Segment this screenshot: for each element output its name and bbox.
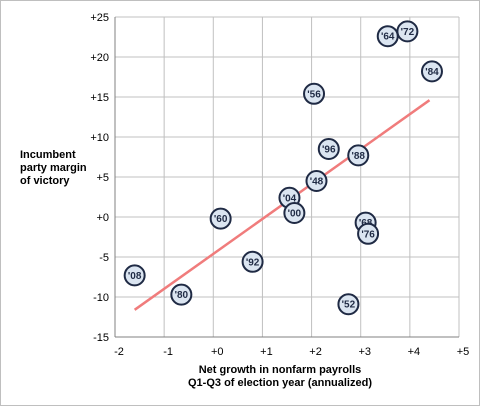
x-tick-label: +3 bbox=[358, 346, 371, 358]
y-tick-label: -10 bbox=[93, 292, 109, 304]
data-point-marker bbox=[170, 283, 193, 306]
y-tick-label: +0 bbox=[96, 212, 109, 224]
data-point-label: '52 bbox=[342, 300, 356, 311]
data-point-marker bbox=[209, 207, 232, 230]
data-point-label: '80 bbox=[175, 290, 189, 301]
y-tick-label: +10 bbox=[90, 132, 109, 144]
data-point-marker bbox=[317, 138, 340, 160]
data-point-marker bbox=[283, 202, 306, 224]
data-point-label: '00 bbox=[288, 209, 302, 220]
x-axis-label-line-2: Q1-Q3 of election year (annualized) bbox=[188, 377, 372, 389]
data-point-label: '76 bbox=[361, 229, 375, 240]
x-tick-label: +2 bbox=[309, 346, 322, 358]
x-tick-label: +4 bbox=[408, 346, 421, 358]
y-tick-label: +25 bbox=[90, 12, 109, 24]
data-point-marker bbox=[347, 144, 370, 167]
y-tick-label: +15 bbox=[90, 92, 109, 104]
y-tick-label: +20 bbox=[90, 52, 109, 64]
x-tick-label: +0 bbox=[211, 346, 224, 358]
data-point-marker bbox=[396, 20, 419, 43]
data-point-label: '64 bbox=[381, 32, 395, 43]
data-point-marker bbox=[123, 264, 146, 287]
data-point-label: '88 bbox=[351, 151, 365, 162]
data-point-marker bbox=[305, 170, 328, 192]
x-tick-label: +5 bbox=[457, 346, 470, 358]
data-point-label: '56 bbox=[307, 89, 321, 100]
y-axis-label: Incumbent party margin of victory bbox=[20, 149, 87, 187]
data-point-marker bbox=[357, 222, 380, 245]
x-tick-label: +1 bbox=[260, 346, 273, 358]
data-point-marker bbox=[420, 60, 443, 83]
data-point-label: '84 bbox=[425, 67, 439, 78]
data-point-marker bbox=[241, 250, 264, 273]
data-point-marker bbox=[337, 293, 360, 316]
data-point-label: '08 bbox=[128, 271, 142, 282]
data-point-label: '60 bbox=[214, 214, 228, 225]
x-tick-label: -1 bbox=[163, 346, 173, 358]
data-point-label: '96 bbox=[322, 145, 336, 156]
y-tick-label: -15 bbox=[93, 332, 109, 344]
x-tick-label: -2 bbox=[114, 346, 124, 358]
data-point-label: '48 bbox=[310, 177, 324, 188]
y-tick-label: -5 bbox=[99, 252, 109, 264]
data-point-label: '04 bbox=[283, 193, 297, 204]
data-point-marker bbox=[303, 82, 326, 105]
data-point-label: '72 bbox=[401, 27, 415, 38]
data-point-label: '92 bbox=[246, 257, 260, 268]
x-axis-label-line-1: Net growth in nonfarm payrolls bbox=[198, 364, 362, 376]
y-tick-label: +5 bbox=[96, 172, 109, 184]
